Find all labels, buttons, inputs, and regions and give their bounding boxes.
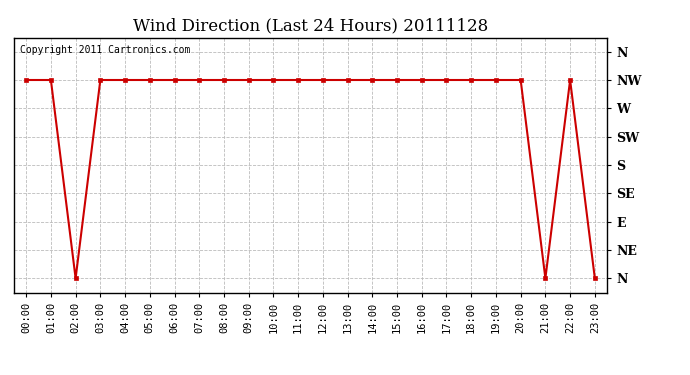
Text: Copyright 2011 Cartronics.com: Copyright 2011 Cartronics.com	[20, 45, 190, 55]
Title: Wind Direction (Last 24 Hours) 20111128: Wind Direction (Last 24 Hours) 20111128	[133, 18, 488, 34]
